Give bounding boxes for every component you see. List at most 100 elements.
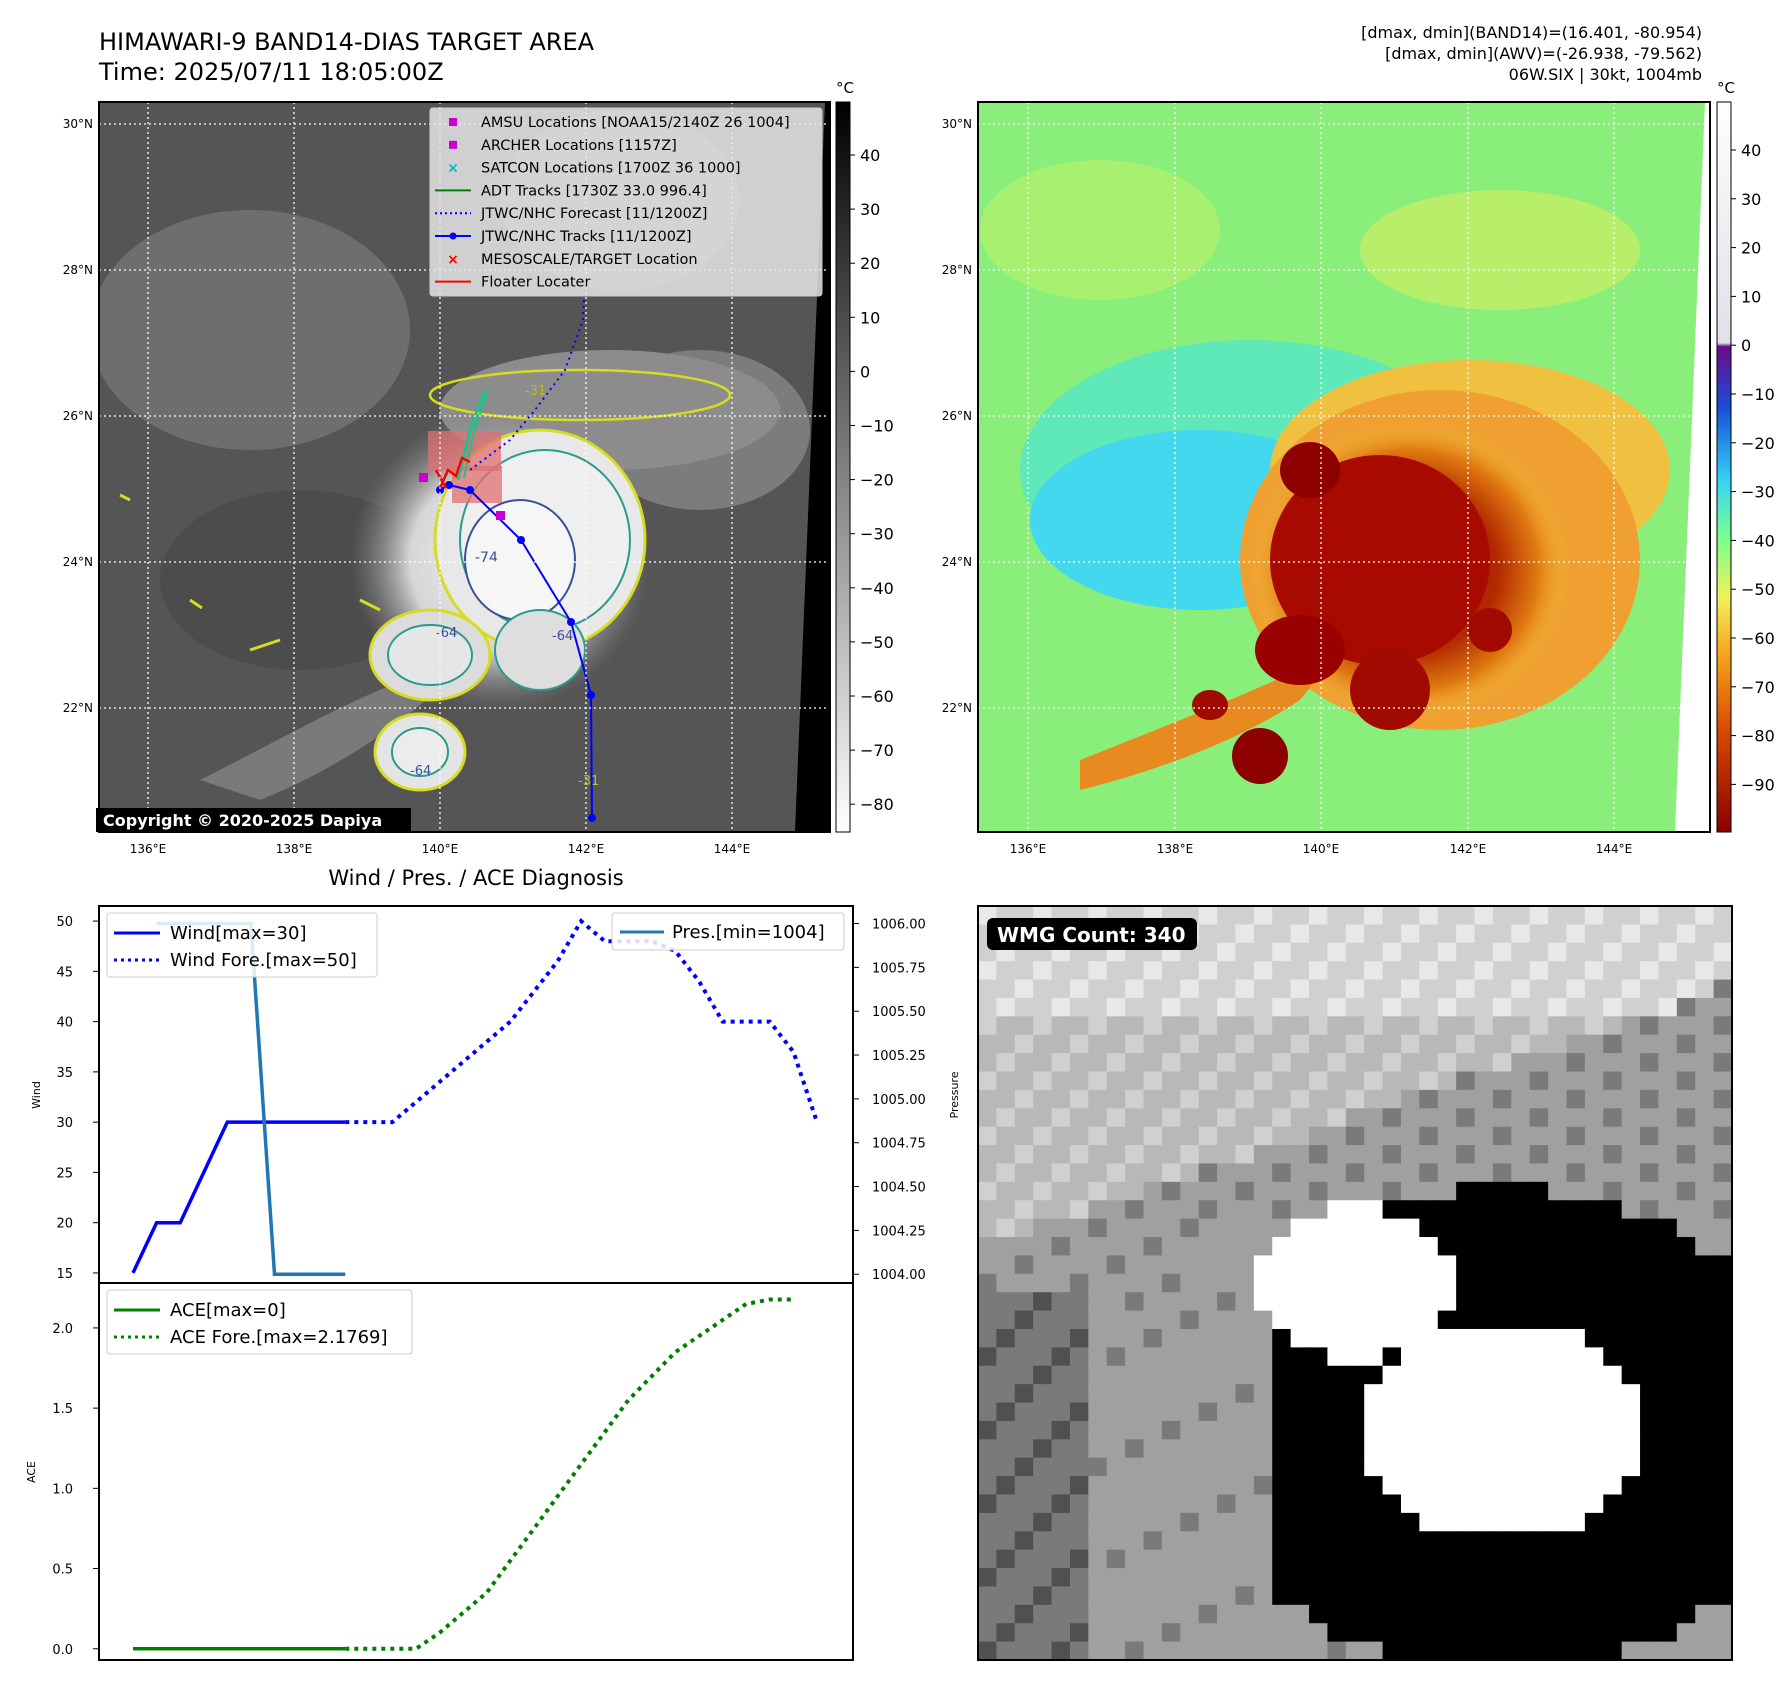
wmg-cell [1235, 1273, 1255, 1293]
wmg-cell [1309, 997, 1329, 1017]
wmg-cell [1529, 924, 1549, 944]
wmg-cell [1456, 979, 1476, 999]
wmg-cell [1382, 1145, 1402, 1165]
wmg-cell [1676, 1586, 1696, 1606]
wmg-cell [1051, 1310, 1071, 1330]
wmg-cell [1106, 1494, 1126, 1514]
wmg-cell [1272, 1273, 1292, 1293]
wmg-cell [1695, 1126, 1715, 1146]
wmg-cell [1529, 1237, 1549, 1257]
wmg-cell [1419, 1347, 1439, 1367]
wmg-cell [1345, 1328, 1365, 1348]
wmg-cell [1051, 1457, 1071, 1477]
wmg-cell [1272, 906, 1292, 925]
wmg-cell [1106, 1145, 1126, 1165]
wmg-cell [978, 1145, 997, 1165]
legend-ace: ACE[max=0] [170, 1300, 286, 1321]
wmg-cell [1474, 1457, 1494, 1477]
wmg-cell [978, 1255, 997, 1275]
wmg-cell [1309, 906, 1329, 925]
wmg-cell [978, 1457, 997, 1477]
wmg-cell [1584, 979, 1604, 999]
wmg-cell [1419, 961, 1439, 981]
wmg-cell [1548, 1549, 1568, 1569]
wmg-cell [1400, 1476, 1420, 1496]
wind-legend: Wind[max=30] Wind Fore.[max=50] [106, 912, 378, 978]
wmg-cell [1272, 1512, 1292, 1532]
wmg-cell [1364, 1641, 1384, 1661]
wmg-cell [1603, 906, 1623, 925]
wmg-cell [1014, 1016, 1034, 1036]
wmg-cell [1217, 1145, 1237, 1165]
wmg-cell [1088, 1310, 1108, 1330]
wmg-cell [1327, 1053, 1347, 1073]
wmg-cell [1456, 1457, 1476, 1477]
wind-tick-label: 35 [56, 1066, 73, 1081]
wmg-cell [1364, 1420, 1384, 1440]
wmg-cell [1161, 1071, 1181, 1091]
wmg-cell [1511, 1218, 1531, 1238]
wmg-cell [1253, 1200, 1273, 1220]
wmg-cell [1051, 961, 1071, 981]
wmg-cell [1658, 1200, 1678, 1220]
wmg-cell [1640, 1181, 1660, 1201]
wmg-cell [1069, 1604, 1089, 1624]
wmg-cell [1253, 1071, 1273, 1091]
wmg-cell [1676, 1200, 1696, 1220]
wmg-cell [1419, 1623, 1439, 1643]
wmg-cell [1621, 979, 1641, 999]
wmg-cell [1198, 1053, 1218, 1073]
wmg-cell [1217, 1181, 1237, 1201]
wmg-cell [1033, 1126, 1053, 1146]
wmg-cell [996, 1549, 1016, 1569]
wmg-cell [1419, 1108, 1439, 1128]
wmg-cell [1492, 1494, 1512, 1514]
wind-tick-label: 25 [56, 1166, 73, 1181]
wmg-cell [1327, 1531, 1347, 1551]
wmg-cell [1327, 942, 1347, 962]
wmg-cell [1161, 1053, 1181, 1073]
wmg-cell [978, 1071, 997, 1091]
wmg-cell [1456, 1402, 1476, 1422]
wmg-cell [1272, 1365, 1292, 1385]
wmg-cell [1088, 1586, 1108, 1606]
wmg-cell [1014, 1384, 1034, 1404]
wmg-cell [1217, 1218, 1237, 1238]
wmg-cell [1400, 1531, 1420, 1551]
wmg-cell [1695, 1623, 1715, 1643]
wmg-cell [1529, 1108, 1549, 1128]
wmg-cell [1069, 1218, 1089, 1238]
wmg-cell [1161, 1549, 1181, 1569]
wmg-cell [1106, 1126, 1126, 1146]
wmg-cell [1492, 1016, 1512, 1036]
wmg-cell [1713, 1163, 1733, 1183]
wmg-cell [1566, 924, 1586, 944]
wmg-cell [1345, 1089, 1365, 1109]
wmg-cell [1217, 1034, 1237, 1054]
wmg-cell [1309, 1292, 1329, 1312]
wmg-cell [1309, 1494, 1329, 1514]
wmg-cell [1309, 942, 1329, 962]
wmg-cell [1235, 1457, 1255, 1477]
wmg-cell [1400, 1623, 1420, 1643]
wmg-cell [1217, 1476, 1237, 1496]
wmg-cell [1309, 1347, 1329, 1367]
wmg-cell [1382, 906, 1402, 925]
wmg-cell [996, 1181, 1016, 1201]
wmg-cell [1492, 1549, 1512, 1569]
wmg-cell [1548, 1604, 1568, 1624]
wmg-cell [1033, 997, 1053, 1017]
wmg-cell [1474, 1439, 1494, 1459]
wmg-cell [1400, 1604, 1420, 1624]
wmg-cell [1106, 1292, 1126, 1312]
wmg-cell [978, 1568, 997, 1588]
wmg-cell [1272, 1476, 1292, 1496]
wmg-cell [1290, 961, 1310, 981]
wmg-cell [1051, 1641, 1071, 1661]
wmg-cell [1474, 1255, 1494, 1275]
wmg-cell [1548, 1126, 1568, 1146]
wmg-cell [1603, 1531, 1623, 1551]
wmg-cell [1180, 1402, 1200, 1422]
wmg-cell [1713, 1402, 1733, 1422]
wmg-cell [1235, 1439, 1255, 1459]
